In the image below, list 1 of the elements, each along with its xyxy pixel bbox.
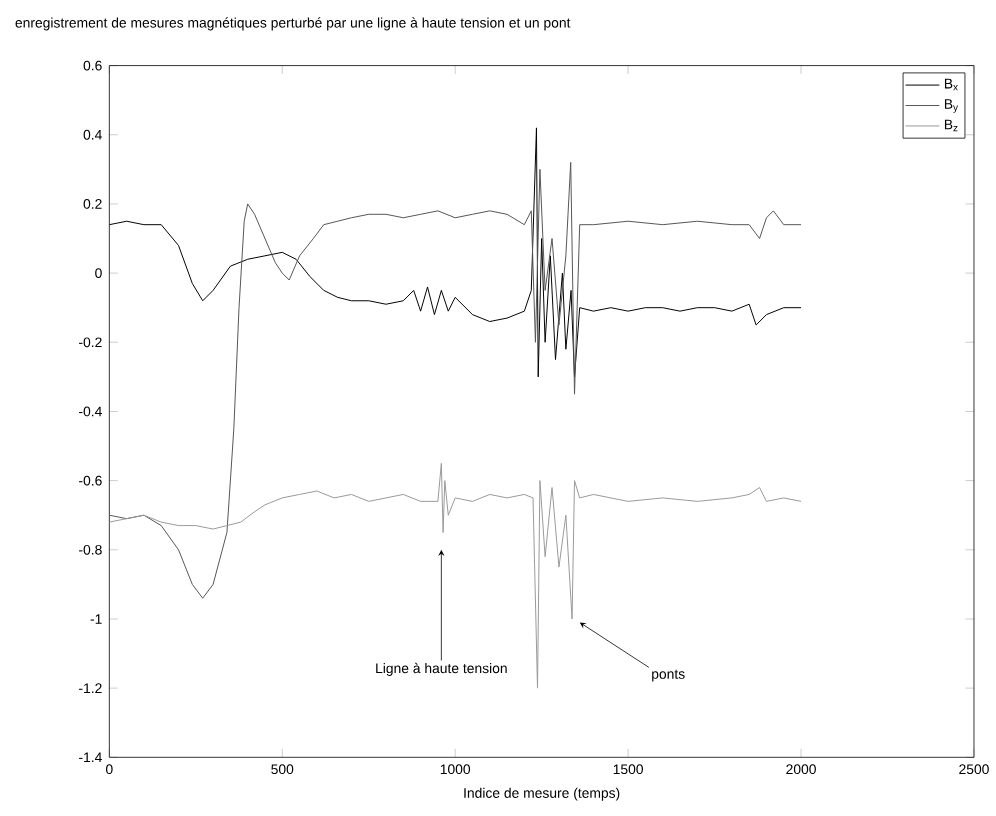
line-series [109,462,802,689]
